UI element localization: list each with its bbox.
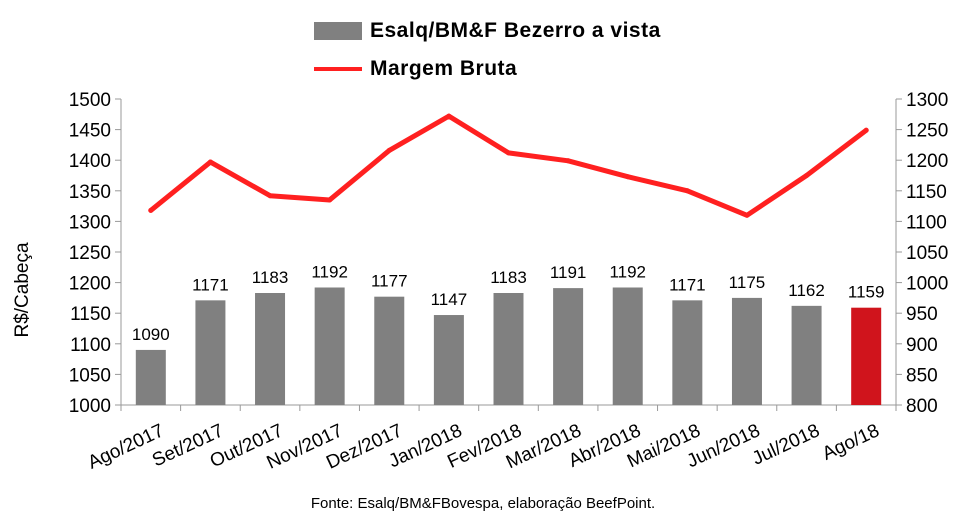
line-point [684, 188, 690, 194]
y-tick-label-right: 1250 [906, 121, 948, 142]
y-tick-label-left: 1150 [70, 304, 111, 325]
y-tick-label-left: 1450 [69, 121, 111, 142]
bar [255, 293, 286, 405]
data-labels: 1090 1171 1183 1192 1177 1147 1183 1191 1192 1171… [132, 262, 885, 343]
line-point [804, 173, 810, 178]
bar-data-label: 1175 [729, 273, 766, 292]
line-point [386, 147, 392, 153]
bar-data-label: 1171 [669, 275, 706, 294]
line-point [148, 207, 154, 213]
bar [731, 297, 762, 405]
legend-label-line: Margem Bruta [370, 57, 518, 80]
y-tick-label-left: 1350 [69, 182, 111, 203]
bar [433, 315, 464, 405]
line-point [863, 127, 869, 133]
y-tick-label-right: 1200 [906, 151, 948, 172]
y-tick-label-right: 1000 [906, 274, 948, 295]
bar-data-label: 1159 [848, 283, 885, 302]
bar-data-label: 1090 [132, 325, 170, 344]
line-point [744, 212, 750, 218]
y-tick-label-right: 1100 [906, 212, 947, 233]
line-point [267, 193, 273, 199]
bar-data-label: 1162 [788, 281, 825, 300]
bar-data-label: 1192 [609, 262, 646, 281]
line-point [446, 113, 452, 119]
bar [374, 296, 405, 405]
y-tick-label-left: 1200 [69, 274, 111, 295]
y-tick-label-left: 1050 [69, 365, 111, 386]
y-tick-label-left: 1400 [69, 151, 111, 172]
y-tick-label-right: 1050 [906, 243, 948, 264]
margin-line-path [148, 113, 869, 218]
legend-swatch-line [314, 67, 362, 71]
bar-data-label: 1191 [550, 263, 587, 282]
line-point [565, 158, 571, 164]
line-point [625, 174, 631, 180]
bar [553, 288, 584, 405]
y-tick-label-right: 850 [906, 365, 938, 386]
x-tick-label: Ago/18 [819, 420, 882, 464]
legend-label-bar: Esalq/BM&F Bezerro a vista [370, 19, 661, 42]
source-footer: Fonte: Esalq/BM&FBovespa, elaboração Bee… [310, 495, 656, 512]
y-tick-label-right: 1300 [906, 90, 948, 111]
bar [612, 287, 643, 405]
bar-data-label: 1183 [252, 268, 289, 287]
bar [493, 293, 524, 405]
legend: Esalq/BM&F Bezerro a vista Margem Bruta [314, 12, 661, 88]
y-axis-label: R$/Cabeça [12, 242, 33, 337]
legend-item-line: Margem Bruta [314, 50, 661, 88]
bar-data-label: 1171 [192, 275, 229, 294]
x-tick-label: Jul/2018 [749, 420, 823, 469]
legend-item-bar: Esalq/BM&F Bezerro a vista [314, 12, 661, 50]
margin-line [148, 113, 869, 218]
bar [672, 300, 703, 405]
bar-data-label: 1177 [371, 272, 408, 291]
legend-swatch-bar [314, 22, 362, 40]
y-tick-label-left: 1500 [69, 90, 111, 111]
bar-data-label: 1183 [490, 268, 527, 287]
bar [791, 305, 822, 405]
y-tick-label-left: 1000 [69, 396, 111, 417]
y-tick-label-right: 950 [906, 304, 938, 325]
line-point [207, 159, 213, 165]
y-tick-label-left: 1100 [70, 335, 111, 356]
bars [135, 287, 882, 405]
bar [851, 307, 882, 405]
y-tick-label-right: 800 [906, 396, 938, 417]
bar [314, 287, 345, 405]
y-tick-label-left: 1250 [69, 243, 111, 264]
y-tick-label-left: 1300 [69, 212, 111, 233]
y-tick-label-right: 1150 [906, 182, 947, 203]
bar-data-label: 1192 [311, 262, 348, 281]
bar [135, 349, 166, 405]
line-point [506, 150, 511, 156]
y-tick-label-right: 900 [906, 335, 938, 356]
bar [195, 300, 226, 405]
line-point [327, 197, 333, 203]
bar-data-label: 1147 [431, 290, 468, 309]
